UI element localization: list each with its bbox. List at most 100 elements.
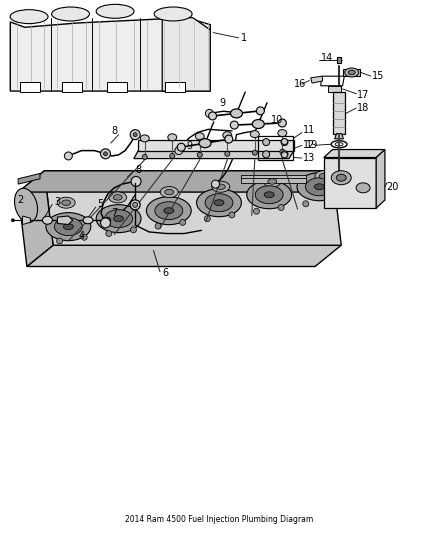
Ellipse shape xyxy=(205,193,233,212)
Circle shape xyxy=(225,135,233,143)
Text: 2014 Ram 4500 Fuel Injection Plumbing Diagram: 2014 Ram 4500 Fuel Injection Plumbing Di… xyxy=(125,514,313,523)
Circle shape xyxy=(131,176,141,187)
Ellipse shape xyxy=(212,181,230,192)
Circle shape xyxy=(303,201,309,207)
Ellipse shape xyxy=(315,171,333,182)
Ellipse shape xyxy=(230,109,243,118)
Ellipse shape xyxy=(345,68,359,77)
Ellipse shape xyxy=(46,213,91,240)
Circle shape xyxy=(230,121,238,129)
Ellipse shape xyxy=(199,139,211,148)
Ellipse shape xyxy=(140,135,149,142)
Ellipse shape xyxy=(62,200,71,205)
Ellipse shape xyxy=(96,205,141,232)
Circle shape xyxy=(105,217,111,223)
Ellipse shape xyxy=(64,224,73,230)
Circle shape xyxy=(131,227,137,233)
Circle shape xyxy=(263,151,270,158)
Polygon shape xyxy=(333,92,345,134)
Ellipse shape xyxy=(319,173,328,179)
Circle shape xyxy=(205,109,213,117)
Ellipse shape xyxy=(164,208,174,214)
Circle shape xyxy=(130,130,140,140)
Ellipse shape xyxy=(252,119,264,128)
Text: 18: 18 xyxy=(357,103,369,113)
Polygon shape xyxy=(337,56,341,63)
Polygon shape xyxy=(241,178,306,182)
Circle shape xyxy=(133,203,138,207)
Text: 9: 9 xyxy=(186,141,192,151)
Circle shape xyxy=(208,112,216,120)
Circle shape xyxy=(280,149,285,154)
Circle shape xyxy=(278,205,284,211)
Polygon shape xyxy=(324,150,385,158)
Ellipse shape xyxy=(96,4,134,18)
Ellipse shape xyxy=(264,192,274,198)
Circle shape xyxy=(11,219,14,222)
Text: 4: 4 xyxy=(78,231,85,241)
Circle shape xyxy=(256,107,265,115)
Circle shape xyxy=(212,180,219,188)
Polygon shape xyxy=(328,86,341,92)
Polygon shape xyxy=(18,171,332,192)
Ellipse shape xyxy=(154,7,192,21)
Ellipse shape xyxy=(297,173,342,201)
Text: 13: 13 xyxy=(303,153,315,163)
Circle shape xyxy=(175,147,183,155)
Circle shape xyxy=(57,238,63,244)
Ellipse shape xyxy=(109,192,127,203)
Text: 8: 8 xyxy=(135,165,141,175)
Polygon shape xyxy=(343,69,360,76)
Bar xyxy=(107,82,127,92)
Circle shape xyxy=(133,133,137,136)
Text: 11: 11 xyxy=(303,125,315,135)
Text: 3: 3 xyxy=(54,197,60,207)
Polygon shape xyxy=(376,150,385,208)
Polygon shape xyxy=(18,171,53,266)
Ellipse shape xyxy=(331,141,347,148)
Circle shape xyxy=(155,223,161,229)
Polygon shape xyxy=(138,140,294,151)
Ellipse shape xyxy=(263,176,281,187)
Ellipse shape xyxy=(216,184,225,190)
Circle shape xyxy=(254,208,259,214)
Ellipse shape xyxy=(113,195,122,200)
Circle shape xyxy=(225,151,230,156)
Circle shape xyxy=(281,139,288,146)
Polygon shape xyxy=(324,158,376,208)
Text: 19: 19 xyxy=(306,140,318,150)
Ellipse shape xyxy=(57,197,75,208)
Circle shape xyxy=(278,119,286,127)
Text: 17: 17 xyxy=(357,90,370,100)
Text: 14: 14 xyxy=(321,53,333,63)
Bar xyxy=(20,82,40,92)
Ellipse shape xyxy=(155,201,183,220)
Polygon shape xyxy=(44,171,341,245)
Circle shape xyxy=(197,152,202,157)
Text: 12: 12 xyxy=(303,140,315,150)
Ellipse shape xyxy=(268,179,277,184)
Polygon shape xyxy=(18,173,40,184)
Ellipse shape xyxy=(197,189,241,217)
Circle shape xyxy=(204,216,210,222)
Text: 8: 8 xyxy=(111,126,117,136)
Circle shape xyxy=(170,154,175,158)
Ellipse shape xyxy=(160,187,178,198)
Ellipse shape xyxy=(331,171,351,185)
Circle shape xyxy=(327,197,333,203)
Polygon shape xyxy=(134,151,294,159)
Ellipse shape xyxy=(250,131,259,138)
Ellipse shape xyxy=(247,181,292,209)
Ellipse shape xyxy=(165,189,174,195)
Ellipse shape xyxy=(335,142,343,146)
Circle shape xyxy=(281,151,288,158)
Circle shape xyxy=(263,139,270,146)
Ellipse shape xyxy=(113,216,124,222)
Ellipse shape xyxy=(52,7,89,21)
Text: 1: 1 xyxy=(241,33,247,43)
Text: 7: 7 xyxy=(111,208,117,219)
Polygon shape xyxy=(311,76,322,83)
Circle shape xyxy=(45,218,50,223)
Circle shape xyxy=(180,220,186,225)
Circle shape xyxy=(142,155,147,159)
